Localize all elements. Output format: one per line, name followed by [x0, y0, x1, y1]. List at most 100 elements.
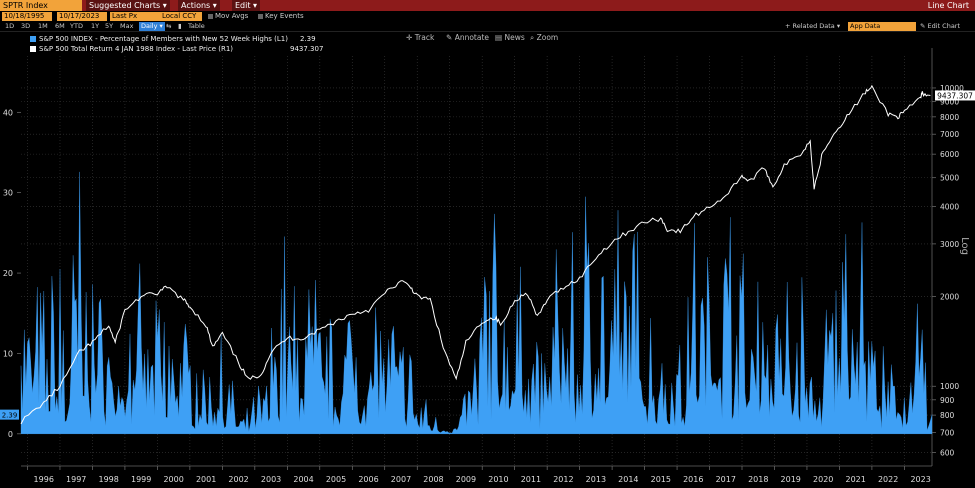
- crosshair-icon: ✛: [406, 33, 413, 42]
- series-total-return-line[interactable]: [20, 84, 931, 425]
- series-new-highs-area[interactable]: [20, 171, 933, 434]
- x-tick-label: 2005: [326, 475, 346, 484]
- news-button[interactable]: ▤ News: [495, 33, 525, 42]
- frequency-label: Daily: [141, 22, 158, 30]
- y-right-tick-label: 7000: [940, 130, 959, 139]
- mov-avgs-toggle[interactable]: Mov Avgs: [208, 12, 248, 21]
- edit-chart-label: Edit Chart: [927, 22, 961, 30]
- x-tick-label: 2004: [293, 475, 313, 484]
- y-right-tick-label: 700: [940, 428, 955, 437]
- legend-item-total-return[interactable]: S&P 500 Total Return 4 JAN 1988 Index - …: [30, 45, 233, 54]
- suggested-charts-label: Suggested Charts: [89, 1, 161, 10]
- range-5y[interactable]: 5Y: [105, 22, 114, 30]
- x-tick-label: 2015: [651, 475, 671, 484]
- x-tick-label: 2011: [521, 475, 541, 484]
- price-field-dropdown[interactable]: Last Px: [110, 12, 160, 21]
- toolbar-divider: [0, 31, 975, 32]
- compare-icon[interactable]: ⇆: [166, 22, 172, 30]
- y-right-tick-label: 6000: [940, 150, 959, 159]
- end-date-field[interactable]: 10/17/2023: [57, 12, 107, 21]
- annotate-label: Annotate: [454, 33, 490, 42]
- last-value-left-label: 2.39: [2, 412, 18, 420]
- zoom-button[interactable]: ⌕ Zoom: [530, 33, 558, 42]
- y-left-tick-label: 20: [3, 269, 13, 278]
- last-value-left-badge: [0, 409, 19, 420]
- y-right-tick-label: 800: [940, 411, 955, 420]
- news-icon: ▤: [495, 33, 503, 42]
- range-ytd[interactable]: YTD: [70, 22, 83, 30]
- legend-item-new-highs[interactable]: S&P 500 INDEX - Percentage of Members wi…: [30, 35, 288, 44]
- settings-bar: 10/18/1995 10/17/2023 Last Px Local CCY …: [0, 11, 975, 22]
- frequency-dropdown[interactable]: Daily ▾: [139, 22, 165, 31]
- x-tick-label: 2023: [910, 475, 930, 484]
- x-tick-label: 2022: [878, 475, 898, 484]
- legend-swatch-white: [30, 45, 36, 52]
- track-button[interactable]: ✛ Track: [406, 33, 434, 42]
- x-tick-label: 2013: [586, 475, 606, 484]
- legend-label-new-highs: S&P 500 INDEX - Percentage of Members wi…: [39, 35, 288, 43]
- y-right-tick-label: 4000: [940, 203, 959, 212]
- range-1y[interactable]: 1Y: [91, 22, 100, 30]
- table-button[interactable]: Table: [188, 22, 205, 30]
- y-right-tick-label: 600: [940, 448, 955, 457]
- x-tick-label: 2006: [358, 475, 378, 484]
- legend-value-total-return: 9437.307: [290, 45, 324, 53]
- x-tick-label: 1997: [66, 475, 86, 484]
- x-tick-label: 2012: [553, 475, 573, 484]
- news-label: News: [504, 33, 525, 42]
- y-right-tick-label: 10000: [940, 84, 964, 93]
- y-left-tick-label: 0: [8, 430, 13, 439]
- zoom-label: Zoom: [536, 33, 559, 42]
- x-tick-label: 2000: [163, 475, 183, 484]
- ticker-field[interactable]: SPTR Index: [0, 0, 82, 11]
- range-3d[interactable]: 3D: [21, 22, 31, 30]
- start-date-field[interactable]: 10/18/1995: [2, 12, 52, 21]
- actions-menu[interactable]: Actions ▾: [178, 0, 220, 11]
- edit-label: Edit: [235, 1, 251, 10]
- pencil-icon: ✎: [446, 33, 453, 42]
- checkbox-icon: [208, 13, 213, 19]
- x-tick-label: 2020: [813, 475, 833, 484]
- y-right-tick-label: 1000: [940, 382, 959, 391]
- related-data-menu[interactable]: + Related Data ▾: [785, 22, 841, 30]
- bar-chart-icon[interactable]: ▮: [178, 22, 182, 30]
- log-scale-label: Log: [959, 237, 970, 255]
- chart-type-title: Line Chart: [927, 1, 969, 10]
- x-tick-label: 2017: [716, 475, 736, 484]
- x-tick-label: 2001: [196, 475, 216, 484]
- key-events-toggle[interactable]: Key Events: [258, 12, 304, 21]
- y-right-tick-label: 900: [940, 396, 955, 405]
- currency-dropdown[interactable]: Local CCY: [160, 12, 202, 21]
- x-tick-label: 2021: [845, 475, 865, 484]
- x-tick-label: 1998: [99, 475, 119, 484]
- y-left-tick-label: 10: [3, 349, 13, 358]
- edit-menu[interactable]: Edit ▾: [232, 0, 261, 11]
- x-tick-label: 1996: [34, 475, 54, 484]
- range-max[interactable]: Max: [120, 22, 134, 30]
- related-data-label: Related Data: [792, 22, 835, 30]
- top-menu-bar: SPTR Index Suggested Charts ▾ Actions ▾ …: [0, 0, 975, 11]
- x-tick-label: 2014: [618, 475, 638, 484]
- last-value-right-label: 9437.307: [937, 91, 973, 100]
- range-bar: 1D 3D 1M 6M YTD 1Y 5Y Max Daily ▾ ⇆ ▮ Ta…: [0, 22, 975, 31]
- x-tick-label: 2003: [261, 475, 281, 484]
- y-left-tick-label: 30: [3, 189, 13, 198]
- y-right-tick-label: 3000: [940, 240, 959, 249]
- checkbox-icon: [258, 13, 263, 19]
- x-tick-label: 2010: [488, 475, 508, 484]
- legend-swatch-blue: [30, 35, 36, 42]
- range-6m[interactable]: 6M: [55, 22, 65, 30]
- magnifier-icon: ⌕: [530, 33, 535, 42]
- edit-chart-button[interactable]: ✎ Edit Chart: [920, 22, 961, 30]
- range-1d[interactable]: 1D: [5, 22, 15, 30]
- key-events-label: Key Events: [265, 12, 304, 20]
- x-tick-label: 2008: [423, 475, 443, 484]
- app-data-field[interactable]: App Data: [848, 22, 916, 31]
- range-1m[interactable]: 1M: [38, 22, 48, 30]
- legend-value-new-highs: 2.39: [300, 35, 316, 43]
- annotate-button[interactable]: ✎ Annotate: [446, 33, 489, 42]
- suggested-charts-menu[interactable]: Suggested Charts ▾: [86, 0, 170, 11]
- x-tick-label: 2018: [748, 475, 768, 484]
- track-label: Track: [414, 33, 435, 42]
